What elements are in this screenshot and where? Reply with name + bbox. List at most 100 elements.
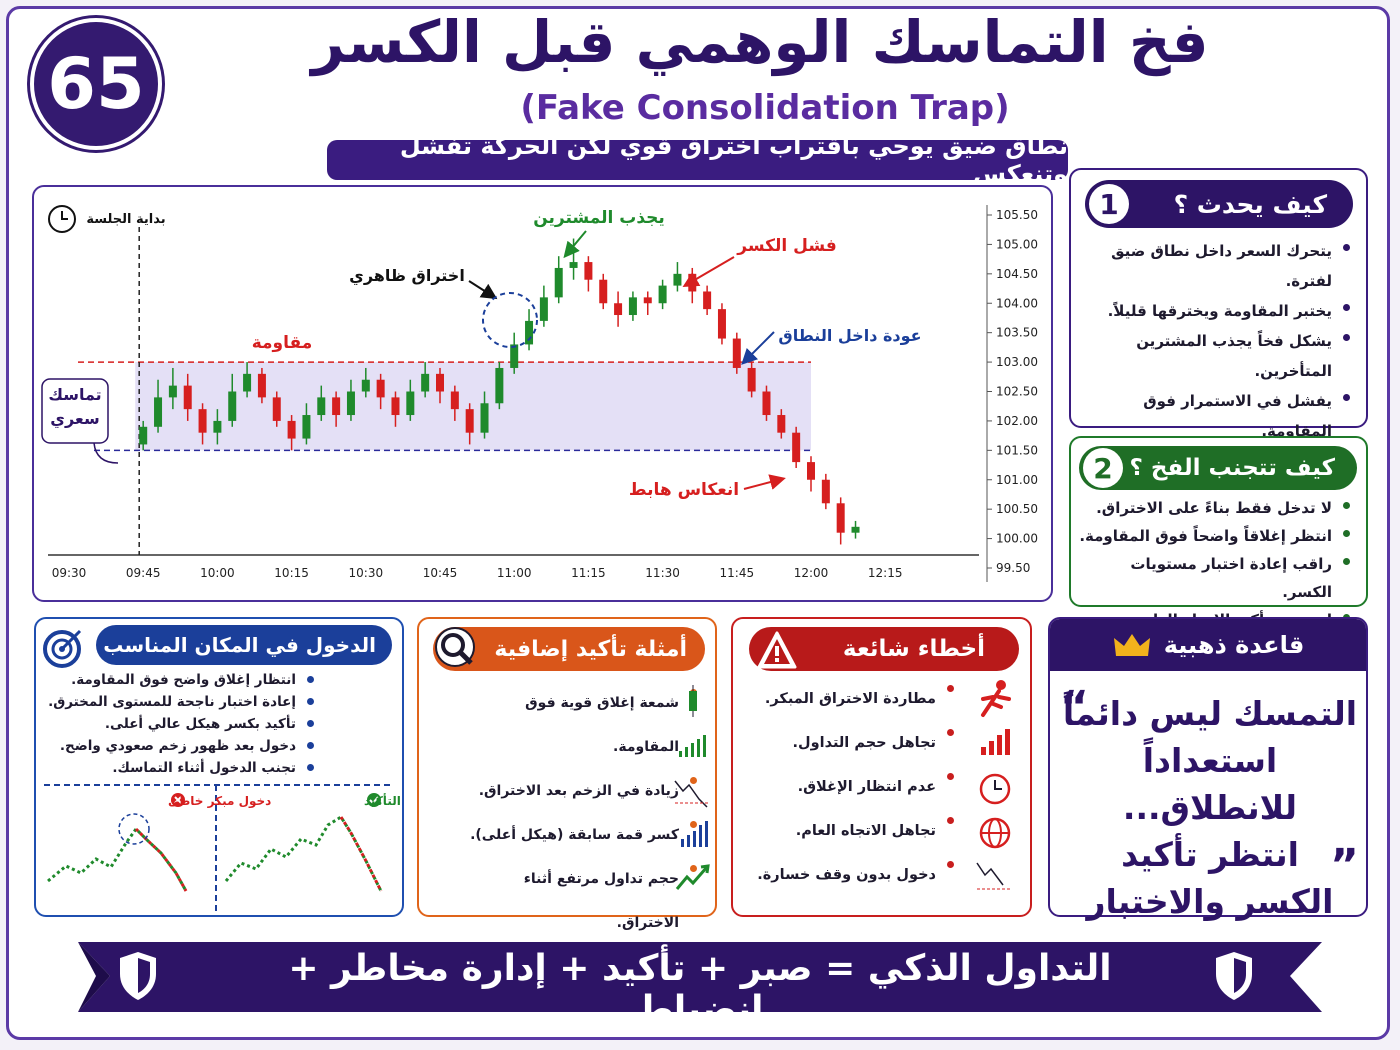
entry-panel: الدخول في المكان المناسب انتظار إغلاق وا… bbox=[34, 617, 404, 917]
candle-body bbox=[361, 379, 370, 392]
list-item: لا تدخل فقط بناءً على الاختراق. bbox=[1076, 494, 1354, 522]
candle-body bbox=[228, 391, 237, 421]
annotation: عودة داخل النطاق bbox=[778, 326, 921, 345]
annotation: اختراق ظاهري bbox=[349, 266, 465, 286]
candle-body bbox=[658, 285, 667, 304]
clock-hands bbox=[61, 211, 68, 220]
chart: 09:30 09:45 10:00 10:15 10:30 10:45 11:00 11:15… bbox=[41, 205, 1038, 582]
quote-line: التمسك ليس دائماً bbox=[1062, 694, 1358, 733]
list-item: تجاهل حجم التداول. bbox=[748, 721, 958, 765]
candle-body bbox=[332, 397, 341, 416]
consolidation-text-box: تماسك سعري bbox=[48, 385, 102, 428]
confirm-header: أمثلة تأكيد إضافية bbox=[433, 627, 705, 671]
consolidation-box bbox=[41, 378, 109, 444]
open-quote: “ bbox=[1060, 682, 1089, 733]
annotation-arrow bbox=[743, 474, 786, 490]
entry-list: انتظار إغلاق واضح فوق المقاومة. إعادة اخت… bbox=[38, 669, 318, 779]
candle-body bbox=[807, 462, 815, 480]
mistakes-panel: أخطاء شائعة مطاردة الاختراق المبكر. تجاهل… bbox=[731, 617, 1032, 917]
candle-body bbox=[703, 291, 712, 310]
candle-body bbox=[584, 262, 593, 280]
footer-text: التداول الذكي = صبر + تأكيد + إدارة مخاط… bbox=[288, 948, 1112, 1030]
x-tick-label: 11:15 bbox=[571, 566, 606, 580]
how-header: كيف يحدث ؟ 1 bbox=[1085, 180, 1353, 228]
candle-body bbox=[821, 479, 830, 504]
avoid-header: كيف تتجنب الفخ ؟ 2 bbox=[1079, 446, 1357, 490]
target-icon bbox=[43, 629, 82, 668]
how-title: كيف يحدث ؟ bbox=[1173, 189, 1327, 219]
list-item: انتظار إغلاق واضح فوق المقاومة. bbox=[38, 669, 318, 691]
x-tick-label: 10:45 bbox=[423, 566, 458, 580]
quote-line: الكسر والاختبار bbox=[1086, 882, 1334, 921]
annotation-arrow bbox=[468, 280, 498, 300]
badge: 65 bbox=[30, 18, 162, 150]
annotation: يجذب المشترين bbox=[533, 208, 665, 228]
annotation-arrow bbox=[563, 230, 587, 259]
golden-quote: التمسك ليس دائماً استعداداً للانطلاق... ان… bbox=[1060, 690, 1360, 925]
list-item: زيادة في الزخم بعد الاختراق. bbox=[463, 769, 701, 813]
candle-body bbox=[525, 320, 534, 345]
x-tick-label: 09:30 bbox=[52, 566, 87, 580]
candle-body bbox=[628, 297, 637, 316]
y-tick-label: 99.50 bbox=[996, 561, 1030, 575]
candle-body bbox=[495, 367, 504, 404]
candle-body bbox=[480, 403, 489, 433]
candle-body bbox=[762, 391, 771, 416]
list-item: راقب إعادة اختبار مستويات الكسر. bbox=[1076, 550, 1354, 606]
close-quote: ” bbox=[1330, 840, 1359, 891]
entry-header: الدخول في المكان المناسب bbox=[96, 625, 392, 665]
confirm-icons bbox=[674, 685, 710, 890]
avoid-list: لا تدخل فقط بناءً على الاختراق. انتظر إغل… bbox=[1076, 494, 1354, 634]
y-tick-label: 102.00 bbox=[996, 414, 1038, 428]
golden-panel: قاعدة ذهبية bbox=[1048, 617, 1368, 917]
y-tick-label: 101.00 bbox=[996, 473, 1038, 487]
footer-banner bbox=[78, 942, 1322, 1012]
candle-body bbox=[599, 279, 608, 304]
candle-body bbox=[376, 379, 385, 398]
x-tick-label: 11:30 bbox=[645, 566, 680, 580]
list-item: يختبر المقاومة ويخترقها قليلاً. bbox=[1079, 296, 1354, 326]
candle-body bbox=[317, 397, 326, 416]
annotation-arrow bbox=[741, 331, 775, 365]
x-tick-label: 11:00 bbox=[497, 566, 532, 580]
candle-body bbox=[213, 420, 222, 433]
chart-panel: 09:30 09:45 10:00 10:15 10:30 10:45 11:00 11:15… bbox=[32, 185, 1053, 602]
confirm-list: شمعة إغلاق قوية فوق المقاومة. زيادة في ال… bbox=[463, 681, 701, 989]
list-item: دخول بدون وقف خسارة. bbox=[748, 853, 958, 897]
x-tick-label: 11:45 bbox=[720, 566, 755, 580]
breakout-circle bbox=[482, 292, 538, 348]
y-tick-label: 101.50 bbox=[996, 443, 1038, 457]
consolidation-label: تماسك سعري bbox=[48, 385, 102, 428]
confirm-title: أمثلة تأكيد إضافية bbox=[494, 636, 687, 662]
x-tick-label: 10:30 bbox=[349, 566, 384, 580]
y-tick-label: 102.50 bbox=[996, 385, 1038, 399]
list-item: حجم تداول مرتفع أثناء الاختراق. bbox=[463, 857, 701, 945]
annotation-arrow bbox=[682, 256, 735, 288]
entry-title: الدخول في المكان المناسب bbox=[103, 633, 376, 657]
candle-body bbox=[614, 303, 623, 316]
x-tick-label: 09:45 bbox=[126, 566, 161, 580]
candle-body bbox=[198, 409, 207, 433]
right-label: دخول صحيح بعد التأكيد bbox=[364, 793, 402, 809]
title: فخ التماسك الوهمي قبل الكسر bbox=[311, 8, 1209, 76]
candle-body bbox=[139, 426, 148, 445]
candle-body bbox=[243, 373, 252, 392]
consolidation-connector bbox=[93, 442, 119, 464]
list-item: تجنب الدخول أثناء التماسك. bbox=[38, 757, 318, 779]
candle-body bbox=[406, 391, 415, 416]
y-tick-label: 100.00 bbox=[996, 532, 1038, 546]
candle-body bbox=[183, 385, 192, 410]
candle-body bbox=[851, 526, 860, 533]
list-item: يشكل فخاً يجذب المشترين المتأخرين. bbox=[1079, 326, 1354, 386]
candle-body bbox=[436, 373, 444, 392]
candle-body bbox=[168, 385, 177, 398]
list-item: دخول بعد ظهور زخم صعودي واضح. bbox=[38, 735, 318, 757]
candle-body bbox=[154, 397, 163, 427]
candle-body bbox=[272, 397, 281, 421]
subtitle: (Fake Consolidation Trap) bbox=[520, 88, 1010, 128]
candle-body bbox=[421, 373, 430, 392]
candle-body bbox=[732, 338, 741, 368]
y-tick-label: 105.50 bbox=[996, 208, 1038, 222]
list-item: مطاردة الاختراق المبكر. bbox=[748, 677, 958, 721]
